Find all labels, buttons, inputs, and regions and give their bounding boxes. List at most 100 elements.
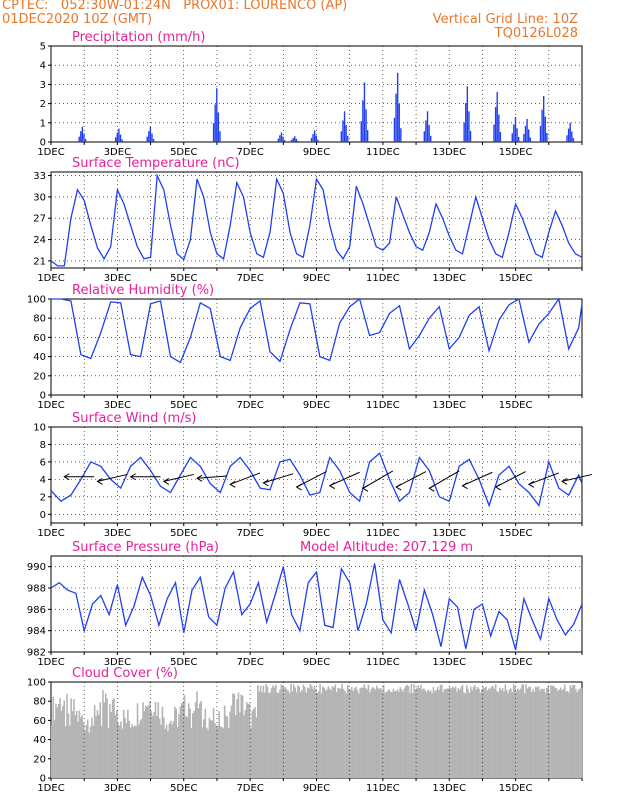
cloud-bar — [225, 715, 227, 778]
precip-bar — [146, 136, 148, 142]
cloud-bar — [454, 686, 457, 778]
precipitation-ytick-label: 0 — [40, 138, 46, 149]
precip-bar — [279, 135, 281, 142]
precip-bar — [572, 138, 575, 142]
surface-wind-ytick-label: 10 — [33, 423, 46, 434]
surface-wind-xtick-label: 11DEC — [366, 528, 400, 539]
cloud-cover-xtick-label: 9DEC — [303, 783, 330, 794]
surface-temperature-ytick-label: 33 — [33, 171, 46, 182]
cloud-bar — [570, 687, 573, 778]
cloud-bar — [494, 684, 497, 778]
precip-bar — [498, 114, 500, 142]
cloud-bar — [400, 689, 403, 778]
cloud-bar — [324, 690, 327, 778]
precip-bar — [398, 103, 400, 142]
precip-bar — [148, 131, 150, 142]
cloud-bar — [579, 688, 581, 778]
relative-humidity-ytick-label: 20 — [33, 371, 46, 382]
cloud-bar — [248, 703, 251, 778]
cloud-bar — [244, 709, 247, 778]
cloud-bar — [63, 700, 66, 778]
wind-arrow-head — [162, 477, 170, 485]
cloud-bar — [194, 701, 197, 778]
cloud-bar — [534, 686, 537, 778]
surface-temperature-title: Surface Temperature (nC) — [72, 156, 240, 171]
cloud-bar — [373, 688, 375, 778]
cloud-bar — [294, 687, 296, 778]
precip-bar — [282, 136, 284, 142]
cloud-bar — [127, 709, 129, 778]
cloud-bar — [352, 691, 355, 778]
cloud-bar — [360, 687, 363, 778]
cloud-bar — [279, 689, 281, 778]
cloud-bar — [210, 720, 212, 778]
cloud-bar — [92, 725, 95, 778]
cloud-bar — [511, 692, 514, 778]
cloud-bar — [335, 692, 338, 778]
precip-bar — [517, 137, 520, 142]
cloud-bar — [486, 690, 489, 778]
cloud-bar — [515, 691, 518, 778]
precip-bar — [363, 82, 366, 142]
cloud-bar — [371, 686, 374, 778]
cloud-bar — [411, 693, 414, 778]
cloud-bar — [243, 715, 245, 778]
cloud-bar — [327, 686, 330, 778]
cloud-bar — [179, 706, 182, 778]
cloud-bar — [364, 688, 367, 778]
surface-wind-xtick-label: 5DEC — [170, 528, 197, 539]
cloud-bar — [183, 695, 186, 778]
precip-bar — [283, 140, 286, 142]
surface-wind-xtick-label: 15DEC — [499, 528, 533, 539]
wind-arrow-head — [494, 483, 501, 491]
cloud-bar — [91, 717, 93, 778]
cloud-bar — [136, 703, 139, 778]
cloud-bar — [393, 691, 396, 778]
cloud-cover-xtick-label: 13DEC — [432, 783, 466, 794]
precip-bar — [317, 139, 319, 142]
cloud-bar — [301, 689, 303, 778]
cloud-bar — [392, 688, 395, 778]
cloud-bar — [131, 724, 133, 778]
cloud-bar — [171, 724, 173, 778]
cloud-bar — [353, 688, 356, 778]
cloud-bar — [512, 684, 515, 778]
cloud-bar — [200, 700, 202, 778]
surface-pressure-annotation: Model Altitude: 207.129 m — [300, 540, 473, 555]
cloud-bar — [557, 691, 559, 778]
cloud-bar — [310, 685, 313, 778]
cloud-cover-xtick-label: 15DEC — [499, 783, 533, 794]
precip-bar — [360, 121, 362, 142]
cloud-bar — [138, 724, 140, 778]
cloud-bar — [374, 689, 377, 778]
cloud-bar — [308, 688, 310, 778]
cloud-bar — [450, 688, 453, 778]
cloud-bar — [68, 725, 71, 778]
cloud-bar — [476, 687, 479, 778]
cloud-bar — [145, 705, 147, 778]
cloud-bar — [407, 685, 410, 778]
cloud-bar — [489, 688, 491, 778]
cloud-bar — [548, 693, 551, 778]
cloud-bar — [362, 687, 364, 778]
relative-humidity-ytick-label: 0 — [40, 391, 46, 402]
cloud-bar — [67, 713, 70, 778]
precip-bar — [292, 137, 294, 142]
cloud-bar — [221, 727, 223, 778]
cloud-bar — [122, 709, 125, 778]
precip-bar — [290, 139, 293, 142]
surface-temperature-ytick-label: 27 — [33, 214, 46, 225]
cloud-bar — [443, 688, 446, 778]
precipitation-ytick-label: 2 — [40, 99, 46, 110]
cloud-bar — [100, 725, 103, 778]
cloud-bar — [338, 688, 341, 778]
surface-pressure-xtick-label: 9DEC — [303, 657, 330, 668]
cloud-bar — [142, 702, 144, 778]
cloud-bar — [369, 692, 371, 778]
cloud-bar — [469, 686, 472, 778]
cloud-bar — [222, 728, 225, 778]
cloud-bar — [196, 691, 198, 778]
cloud-bar — [359, 688, 361, 778]
cloud-bar — [118, 725, 121, 778]
cloud-bar — [417, 685, 420, 778]
